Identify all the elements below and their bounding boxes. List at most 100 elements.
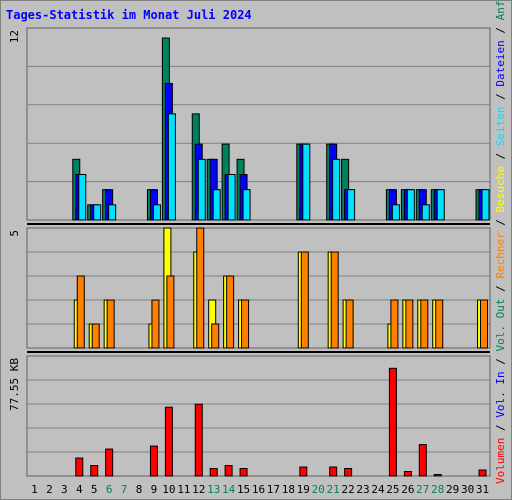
bar-volumen-day-31 (478, 469, 487, 477)
legend-item: Vol. In (494, 371, 507, 417)
bar-rechner-day-28 (435, 299, 444, 349)
day-label: 30 (461, 483, 474, 496)
day-label: 24 (371, 483, 385, 496)
bar-rechner-day-12 (196, 227, 205, 349)
bar-seiten-day-21 (332, 158, 341, 221)
bar-rechner-day-25 (390, 299, 399, 349)
bar-rechner-day-14 (226, 275, 235, 349)
bar-seiten-day-15 (242, 189, 251, 221)
bar-rechner-day-19 (300, 251, 309, 349)
bar-seiten-day-6 (108, 204, 117, 221)
day-label: 15 (237, 483, 250, 496)
day-tick-labels: 1 2 3 4 5 6 7 8 9 10 11 12 13 14 15 16 17 18 19 20 21 22 23 24 2… (31, 483, 489, 496)
bar-volumen-day-27 (418, 444, 427, 477)
legend-separator: / (494, 352, 507, 372)
panel-hits-box (26, 27, 491, 221)
day-label: 17 (267, 483, 280, 496)
bar-volumen-day-25 (388, 367, 397, 477)
legend-item: Besuche (494, 166, 507, 212)
legend-item: Volumen (494, 438, 507, 484)
bar-volumen-day-15 (239, 468, 248, 477)
panel-volume-box (26, 355, 491, 477)
day-label: 22 (341, 483, 354, 496)
legend-separator: / (494, 146, 507, 166)
bar-rechner-day-27 (420, 299, 429, 349)
bar-rechner-day-6 (106, 299, 115, 349)
bar-rechner-day-5 (91, 323, 100, 349)
bar-volumen-day-10 (164, 406, 173, 477)
legend-item: Rechner (494, 232, 507, 279)
bar-seiten-day-12 (197, 158, 206, 221)
day-label: 12 (192, 483, 205, 496)
legend-separator: / (494, 87, 507, 107)
day-label: 25 (386, 483, 399, 496)
bar-volumen-day-9 (149, 445, 158, 477)
bar-marks (72, 37, 490, 477)
bar-seiten-day-26 (406, 189, 415, 221)
day-label: 2 (46, 483, 53, 496)
day-label: 6 (106, 483, 113, 496)
day-label: 16 (252, 483, 265, 496)
day-label: 21 (327, 483, 340, 496)
bar-volumen-day-12 (194, 403, 203, 477)
bar-seiten-day-5 (93, 204, 102, 221)
day-label: 31 (476, 483, 489, 496)
bar-rechner-day-9 (151, 299, 160, 349)
bar-rechner-day-10 (166, 275, 175, 349)
day-label: 7 (121, 483, 128, 496)
bar-volumen-day-14 (224, 465, 233, 477)
day-label: 14 (222, 483, 236, 496)
legend-item: Dateien (494, 40, 507, 86)
day-label: 3 (61, 483, 68, 496)
bar-rechner-day-21 (330, 251, 339, 349)
bar-seiten-day-25 (391, 204, 400, 221)
day-label: 5 (91, 483, 98, 496)
day-label: 23 (356, 483, 369, 496)
bar-rechner-day-22 (345, 299, 354, 349)
right-legend: Volumen / Vol. In / Vol. Out / Rechner /… (494, 0, 507, 484)
day-label: 20 (312, 483, 325, 496)
panel-max-label: 12 (8, 30, 21, 43)
bar-rechner-day-4 (76, 275, 85, 349)
day-label: 28 (431, 483, 444, 496)
bar-seiten-day-27 (421, 204, 430, 221)
bar-volumen-day-26 (403, 471, 412, 477)
bar-seiten-day-14 (227, 174, 236, 221)
bar-volumen-day-28 (433, 474, 442, 477)
legend-separator: / (494, 212, 507, 232)
bar-seiten-day-22 (347, 189, 356, 221)
day-label: 4 (76, 483, 83, 496)
panel-max-label: 77.55 KB (8, 358, 21, 411)
day-label: 26 (401, 483, 414, 496)
bar-seiten-day-10 (167, 113, 176, 221)
bar-rechner-day-31 (480, 299, 489, 349)
bar-rechner-day-13 (211, 323, 220, 349)
bar-seiten-day-13 (212, 189, 221, 221)
day-label: 8 (136, 483, 143, 496)
day-label: 10 (162, 483, 175, 496)
day-label: 1 (31, 483, 38, 496)
panel-max-label: 5 (8, 230, 21, 237)
panel-max-labels: 12 5 77.55 KB (8, 30, 21, 411)
legend-item: Vol. Out (494, 299, 507, 352)
legend-separator: / (494, 20, 507, 40)
day-label: 13 (207, 483, 220, 496)
day-label: 18 (282, 483, 295, 496)
bar-volumen-day-13 (209, 468, 218, 477)
day-label: 9 (151, 483, 158, 496)
legend-item: Seiten (494, 106, 507, 146)
bar-volumen-day-21 (329, 466, 338, 477)
day-label: 11 (177, 483, 190, 496)
bar-seiten-day-28 (436, 189, 445, 221)
bar-seiten-day-4 (78, 174, 87, 221)
day-label: 27 (416, 483, 429, 496)
legend-item: Anfragen (494, 0, 507, 20)
chart-title: Tages-Statistik im Monat Juli 2024 (6, 8, 252, 22)
bar-rechner-day-26 (405, 299, 414, 349)
bar-volumen-day-19 (299, 466, 308, 477)
day-label: 29 (446, 483, 459, 496)
day-label: 19 (297, 483, 310, 496)
bar-seiten-day-9 (152, 204, 161, 221)
